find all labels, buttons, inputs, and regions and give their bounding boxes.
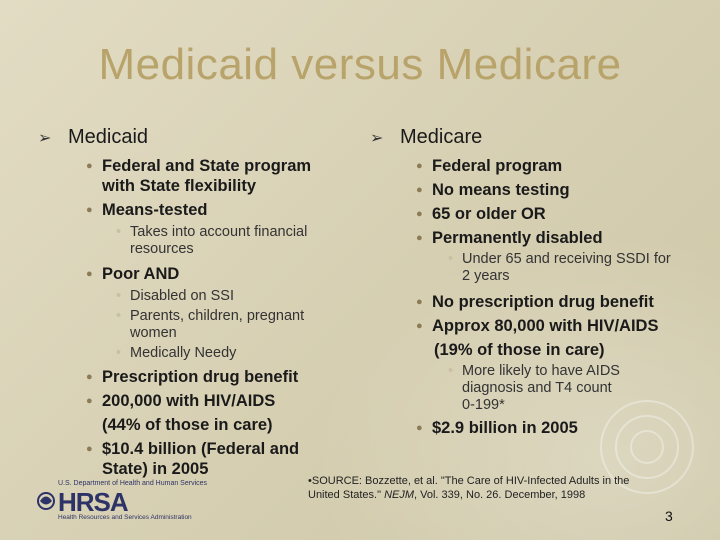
sub-list-item-continuation: 0-199* (462, 397, 505, 413)
logo-top-text: U.S. Department of Health and Human Serv… (58, 480, 208, 487)
sub-list-item-text: Medically Needy (130, 345, 237, 361)
list-item-text: $10.4 billion (Federal and State) in 200… (102, 440, 300, 478)
sub-bullet-icon: • (116, 288, 122, 304)
sub-bullet-icon: • (116, 308, 122, 324)
bullet-icon: ● (86, 204, 93, 216)
sub-list-item: • Medically Needy (116, 345, 348, 362)
list-item-continuation: (19% of those in care) (434, 341, 605, 359)
logo-bottom-text: Health Resources and Services Administra… (58, 514, 192, 521)
sub-list-item-text: More likely to have AIDS diagnosis and T… (462, 363, 620, 396)
sub-bullet-icon: • (448, 363, 454, 379)
list-item-text: Prescription drug benefit (102, 368, 299, 386)
hrsa-logo: U.S. Department of Health and Human Serv… (36, 480, 226, 524)
source-journal: NEJM (384, 489, 415, 501)
list-item-text: 65 or older OR (432, 205, 546, 223)
bullet-icon: ● (86, 443, 93, 455)
sub-list-item-text: Parents, children, pregnant women (130, 308, 305, 341)
sub-list-item: • Under 65 and receiving SSDI for 2 year… (448, 251, 690, 285)
sub-list-item: • Disabled on SSI (116, 288, 348, 305)
list-item-text: Means-tested (102, 201, 208, 219)
list-item-text: Federal program (432, 157, 563, 175)
list-item-text: No prescription drug benefit (432, 293, 654, 311)
list-item: ● Federal program (416, 156, 690, 176)
sub-bullet-icon: • (116, 345, 122, 361)
arrow-bullet-icon: ➢ (370, 130, 384, 147)
bullet-icon: ● (416, 320, 423, 332)
list-item-text: Federal and State program with State fle… (102, 157, 312, 195)
list-item-text: $2.9 billion in 2005 (432, 419, 578, 437)
source-prefix: •SOURCE: Bozzette, et al. "The Care of H… (308, 475, 630, 501)
sub-list-item-text: Takes into account financial resources (130, 224, 308, 257)
decorative-ring (630, 430, 664, 464)
sub-list-item-text: Disabled on SSI (130, 288, 234, 304)
list-item: ● Federal and State program with State f… (86, 156, 348, 196)
list-item: ● 65 or older OR (416, 204, 690, 224)
bullet-icon: ● (86, 160, 93, 172)
sub-list-item: • Takes into account financial resources (116, 224, 348, 258)
list-item-text: 200,000 with HIV/AIDS (102, 392, 276, 410)
list-item: ● No means testing (416, 180, 690, 200)
list-item-text: Approx 80,000 with HIV/AIDS (432, 317, 659, 335)
list-item: ● Means-tested (86, 200, 348, 220)
slide-title: Medicaid versus Medicare (98, 40, 622, 89)
bullet-icon: ● (416, 208, 423, 220)
decorative-ring (600, 400, 694, 494)
list-item: ● Prescription drug benefit (86, 367, 348, 387)
sub-bullet-icon: • (116, 224, 122, 240)
bullet-icon: ● (416, 296, 423, 308)
list-item: ● Permanently disabled (416, 228, 690, 248)
logo-brand: HRSA (58, 487, 129, 517)
hhs-eagle-icon (37, 492, 55, 510)
list-item-text: Permanently disabled (432, 229, 603, 247)
bullet-icon: ● (416, 232, 423, 244)
sub-list-item-text: Under 65 and receiving SSDI for 2 years (462, 251, 671, 284)
medicare-heading-row: ➢ Medicare (370, 126, 690, 152)
list-item-continuation: (44% of those in care) (102, 416, 273, 434)
list-item: ● $10.4 billion (Federal and State) in 2… (86, 439, 348, 479)
list-item: ● Poor AND (86, 264, 348, 284)
source-suffix: , Vol. 339, No. 26. December, 1998 (414, 489, 586, 501)
bullet-icon: ● (86, 371, 93, 383)
bullet-icon: ● (86, 395, 93, 407)
sub-list-item: • Parents, children, pregnant women (116, 308, 348, 342)
medicaid-heading: Medicaid (68, 126, 149, 148)
medicaid-heading-row: ➢ Medicaid (38, 126, 348, 152)
list-item: ● Approx 80,000 with HIV/AIDS (416, 316, 690, 336)
list-item: ● No prescription drug benefit (416, 292, 690, 312)
page-number: 3 (665, 508, 673, 524)
bullet-icon: ● (86, 268, 93, 280)
list-item-text: Poor AND (102, 265, 180, 283)
source-citation: •SOURCE: Bozzette, et al. "The Care of H… (308, 474, 648, 502)
list-item: ● $2.9 billion in 2005 (416, 418, 690, 438)
medicare-heading: Medicare (400, 126, 483, 148)
list-item: ● 200,000 with HIV/AIDS (86, 391, 348, 411)
bullet-icon: ● (416, 422, 423, 434)
bullet-icon: ● (416, 160, 423, 172)
sub-bullet-icon: • (448, 251, 454, 267)
decorative-ring (615, 415, 679, 479)
medicare-column: ➢ Medicare ● Federal program ● No means … (370, 126, 690, 438)
arrow-bullet-icon: ➢ (38, 130, 52, 147)
bullet-icon: ● (416, 184, 423, 196)
medicaid-column: ➢ Medicaid ● Federal and State program w… (38, 126, 348, 479)
list-item-text: No means testing (432, 181, 570, 199)
sub-list-item: • More likely to have AIDS diagnosis and… (448, 363, 690, 397)
